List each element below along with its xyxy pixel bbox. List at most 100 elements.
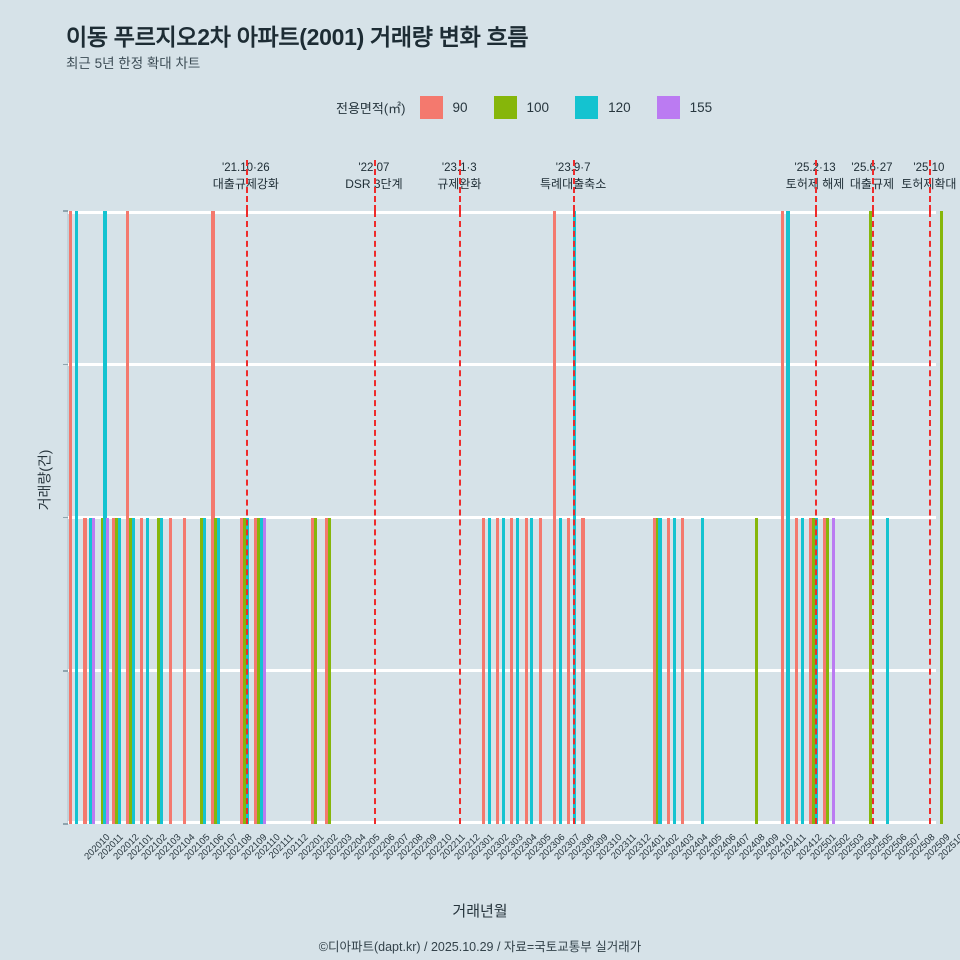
bar[interactable] xyxy=(510,517,514,824)
bar[interactable] xyxy=(538,517,542,824)
legend-item-120[interactable]: 120 xyxy=(575,96,653,119)
bar[interactable] xyxy=(530,517,534,824)
event-marker-line xyxy=(871,211,874,824)
legend: 전용면적(㎡) 90 100 120 155 xyxy=(336,96,738,119)
legend-swatch-icon xyxy=(575,96,599,119)
event-marker-line-extension xyxy=(373,160,376,211)
bar[interactable] xyxy=(114,517,118,824)
bar[interactable] xyxy=(496,517,500,824)
bar[interactable] xyxy=(239,517,244,824)
event-marker-line-extension xyxy=(871,160,874,211)
bar[interactable] xyxy=(755,517,759,824)
legend-item-label: 155 xyxy=(689,100,713,115)
bar[interactable] xyxy=(487,517,491,824)
bar[interactable] xyxy=(516,517,520,824)
bar[interactable] xyxy=(681,517,685,824)
bar[interactable] xyxy=(823,517,827,824)
y-axis-tick-mark xyxy=(63,823,68,825)
event-marker-line-extension xyxy=(245,160,248,211)
event-marker-line-extension xyxy=(928,160,931,211)
legend-item-100[interactable]: 100 xyxy=(493,96,572,119)
event-marker-line xyxy=(459,211,462,824)
bar[interactable] xyxy=(701,517,705,824)
bar[interactable] xyxy=(501,517,505,824)
bar[interactable] xyxy=(92,517,96,824)
bar[interactable] xyxy=(567,517,571,824)
bar[interactable] xyxy=(214,517,218,824)
legend-swatch-icon xyxy=(419,96,443,119)
bar[interactable] xyxy=(211,211,215,824)
bar[interactable] xyxy=(868,211,873,824)
bar[interactable] xyxy=(117,517,121,824)
bar[interactable] xyxy=(262,517,267,824)
chart-subtitle: 최근 5년 한정 확대 차트 xyxy=(66,56,201,71)
bar[interactable] xyxy=(242,517,246,824)
bar[interactable] xyxy=(140,517,144,824)
bar[interactable] xyxy=(652,517,656,824)
bar[interactable] xyxy=(886,517,890,824)
bar[interactable] xyxy=(328,517,332,824)
chart-title: 이동 푸르지오2차 아파트(2001) 거래량 변화 흐름 xyxy=(66,24,529,50)
bar[interactable] xyxy=(558,517,562,824)
bar[interactable] xyxy=(581,517,585,824)
bar[interactable] xyxy=(672,517,676,824)
bar[interactable] xyxy=(257,517,261,824)
bar[interactable] xyxy=(780,211,784,824)
bar[interactable] xyxy=(83,517,87,824)
chart-footer-credit: ©디아파트(dapt.kr) / 2025.10.29 / 자료=국토교통부 실… xyxy=(318,940,642,954)
bar[interactable] xyxy=(260,517,264,824)
bar[interactable] xyxy=(146,517,150,824)
bar[interactable] xyxy=(131,517,136,824)
bar[interactable] xyxy=(524,517,528,824)
bar[interactable] xyxy=(794,517,798,824)
event-annotation-date: '22.07 xyxy=(358,162,390,174)
plot-area xyxy=(63,210,944,825)
bar[interactable] xyxy=(217,517,221,824)
bar[interactable] xyxy=(203,517,207,824)
bar[interactable] xyxy=(126,211,130,824)
bar[interactable] xyxy=(100,517,104,824)
bar[interactable] xyxy=(666,517,670,824)
bar[interactable] xyxy=(800,517,804,824)
bar[interactable] xyxy=(832,517,836,824)
bar[interactable] xyxy=(75,211,79,824)
bar[interactable] xyxy=(311,517,315,824)
legend-title: 전용면적(㎡) xyxy=(336,101,406,116)
bar[interactable] xyxy=(552,211,557,824)
bar[interactable] xyxy=(481,517,485,824)
event-marker-line xyxy=(373,211,376,824)
legend-item-label: 90 xyxy=(452,100,468,115)
bar[interactable] xyxy=(157,517,161,824)
bar[interactable] xyxy=(129,517,133,824)
bar[interactable] xyxy=(826,517,830,824)
bar[interactable] xyxy=(69,211,73,824)
bar[interactable] xyxy=(183,517,187,824)
legend-item-155[interactable]: 155 xyxy=(656,96,735,119)
bar[interactable] xyxy=(160,517,164,824)
bar[interactable] xyxy=(106,517,110,824)
bar[interactable] xyxy=(658,517,662,824)
legend-swatch-icon xyxy=(493,96,517,119)
bar[interactable] xyxy=(325,517,329,824)
event-annotation-date: '21.10·26 xyxy=(222,162,270,174)
bar[interactable] xyxy=(786,211,790,824)
bar[interactable] xyxy=(200,517,204,824)
bar[interactable] xyxy=(655,517,659,824)
bar[interactable] xyxy=(314,517,318,824)
legend-item-label: 100 xyxy=(526,100,550,115)
bar[interactable] xyxy=(940,211,944,824)
y-axis-label: 거래량(건) xyxy=(36,449,53,511)
event-annotation-date: '23.1·3 xyxy=(441,162,477,174)
legend-item-90[interactable]: 90 xyxy=(419,96,490,119)
bar[interactable] xyxy=(254,517,258,824)
legend-item-label: 120 xyxy=(608,100,631,115)
bar[interactable] xyxy=(103,211,107,824)
bar[interactable] xyxy=(812,517,816,824)
bar[interactable] xyxy=(809,517,813,824)
bar[interactable] xyxy=(89,517,93,824)
y-axis-tick-mark xyxy=(63,210,68,212)
bar[interactable] xyxy=(168,517,172,824)
bar[interactable] xyxy=(111,517,115,824)
legend-swatch-icon xyxy=(656,96,680,119)
